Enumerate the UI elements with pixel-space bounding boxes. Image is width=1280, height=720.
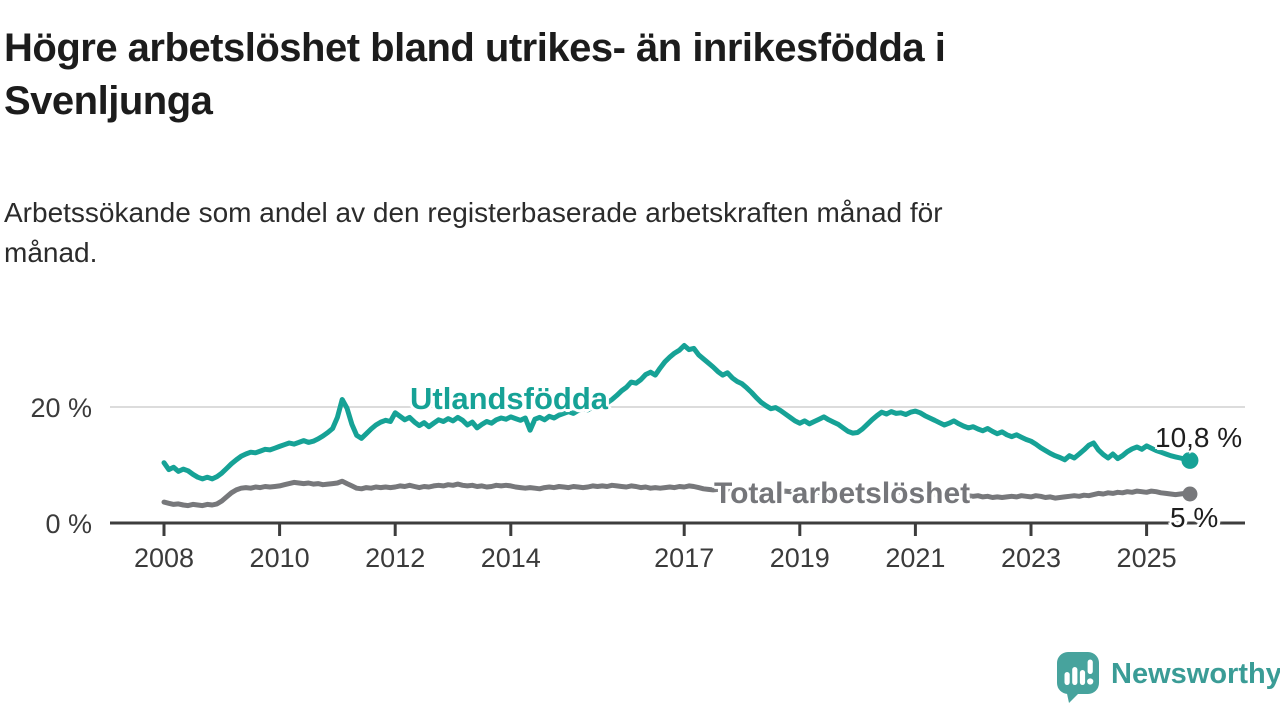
y-tick-label-20: 20 %: [30, 393, 92, 423]
series-line-1: [161, 478, 1193, 509]
end-value-utlandsfodda: 10,8 %: [1155, 422, 1243, 453]
x-tick-label-2017: 2017: [654, 543, 714, 573]
title-line-1: Högre arbetslöshet bland utrikes- än inr…: [4, 26, 946, 70]
x-tick-label-2019: 2019: [770, 543, 830, 573]
x-tick-label-2025: 2025: [1117, 543, 1177, 573]
y-tick-label-0: 0 %: [45, 509, 92, 539]
end-value-total: 5 %: [1170, 502, 1219, 533]
newsworthy-logo: Newsworthy: [1056, 651, 1280, 704]
title-line-2: Svenljunga: [4, 79, 213, 123]
page-title: Högre arbetslöshet bland utrikes- än inr…: [4, 22, 1214, 128]
x-tick-label-2021: 2021: [885, 543, 945, 573]
subtitle-line-1: Arbetssökande som andel av den registerb…: [4, 197, 943, 228]
chart-subtitle: Arbetssökande som andel av den registerb…: [4, 193, 1204, 273]
x-tick-label-2023: 2023: [1001, 543, 1061, 573]
newsworthy-logo-text: Newsworthy: [1111, 658, 1280, 690]
series-label-total-arbetsloshet: Total arbetslöshet: [714, 477, 971, 510]
series-line-0: [161, 343, 1193, 482]
x-tick-label-2010: 2010: [250, 543, 310, 573]
subtitle-line-2: månad.: [4, 237, 98, 268]
end-dot-1: [1182, 486, 1198, 502]
series-label-utlandsfodda: Utlandsfödda: [410, 381, 609, 416]
x-tick-label-2012: 2012: [365, 543, 425, 573]
x-tick-label-2008: 2008: [134, 543, 194, 573]
x-tick-label-2014: 2014: [481, 543, 541, 573]
newsworthy-logo-icon: [1057, 652, 1099, 703]
end-dot-0: [1181, 451, 1199, 469]
